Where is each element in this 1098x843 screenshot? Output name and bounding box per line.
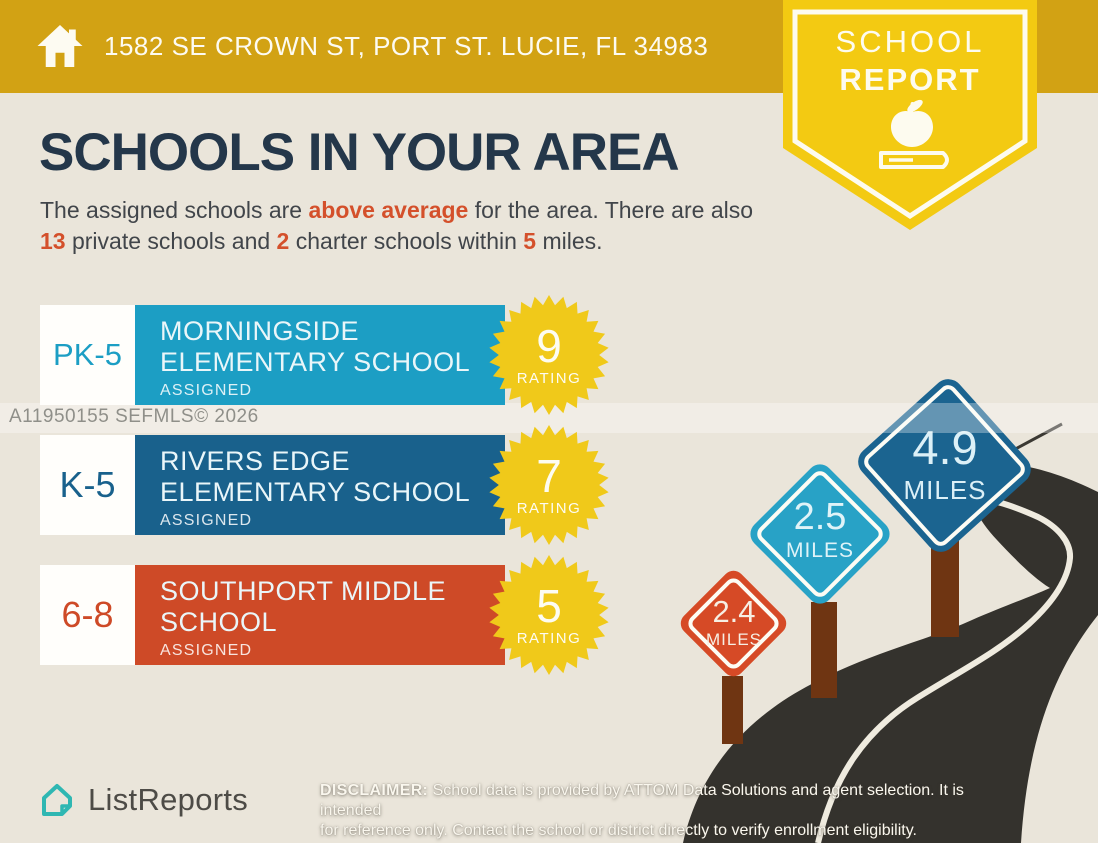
school-bar: SOUTHPORT MIDDLE SCHOOL ASSIGNED xyxy=(135,565,505,665)
rating-label: RATING xyxy=(516,629,582,647)
grade-range: 6-8 xyxy=(61,594,114,635)
school-bar: RIVERS EDGE ELEMENTARY SCHOOL ASSIGNED xyxy=(135,435,505,535)
ribbon-line1: SCHOOL xyxy=(835,24,985,59)
disclaimer-label: DISCLAIMER: xyxy=(320,782,429,799)
listreports-brand-name: ListReports xyxy=(88,782,249,817)
grade-box: K-5 xyxy=(40,435,135,535)
rating-starburst: 7 RATING xyxy=(488,424,610,546)
school-row-morningside: PK-5 MORNINGSIDE ELEMENTARY SCHOOL ASSIGN… xyxy=(40,294,610,416)
rating-text: 9 RATING xyxy=(488,294,610,416)
rating-value: 5 xyxy=(536,579,562,632)
distance-value: 2.4 xyxy=(712,594,756,629)
rating-label: RATING xyxy=(516,369,582,387)
ribbon-title: SCHOOL REPORT xyxy=(783,24,1037,98)
school-row-rivers-edge: K-5 RIVERS EDGE ELEMENTARY SCHOOL ASSIGNE… xyxy=(40,424,610,546)
sign-post-orange xyxy=(722,676,743,744)
summary-text: The assigned schools are above average f… xyxy=(40,197,754,254)
rating-starburst: 5 RATING xyxy=(488,554,610,676)
listreports-brand: ListReports xyxy=(36,779,248,821)
distance-unit: MILES xyxy=(785,539,855,562)
distance-unit: MILES xyxy=(705,630,763,649)
property-address: 1582 SE CROWN ST, PORT ST. LUCIE, FL 349… xyxy=(104,31,709,61)
listreports-logo-icon xyxy=(42,784,72,816)
highlight-charter-count: 2 xyxy=(276,228,290,254)
distance-sign-teal-text: 2.5 MILES xyxy=(740,496,900,563)
rating-starburst: 9 RATING xyxy=(488,294,610,416)
school-name: MORNINGSIDE ELEMENTARY SCHOOL xyxy=(160,316,471,377)
grade-range: K-5 xyxy=(59,464,116,505)
grade-range: PK-5 xyxy=(53,337,122,372)
school-bar: MORNINGSIDE ELEMENTARY SCHOOL ASSIGNED xyxy=(135,305,505,405)
school-name: RIVERS EDGE ELEMENTARY SCHOOL xyxy=(160,446,471,507)
assigned-label: ASSIGNED xyxy=(160,642,253,659)
grade-box: 6-8 xyxy=(40,565,135,665)
highlight-miles: 5 xyxy=(523,228,537,254)
distance-sign-orange-text: 2.4 MILES xyxy=(654,594,814,650)
highlight-above-average: above average xyxy=(308,197,469,223)
rating-text: 7 RATING xyxy=(488,424,610,546)
assigned-label: ASSIGNED xyxy=(160,382,253,399)
apple-on-book-icon xyxy=(879,99,949,169)
distance-value: 2.5 xyxy=(793,496,847,538)
rating-value: 7 xyxy=(536,449,562,502)
rating-text: 5 RATING xyxy=(488,554,610,676)
assigned-label: ASSIGNED xyxy=(160,512,253,529)
distance-value: 4.9 xyxy=(912,421,978,474)
sign-post-teal xyxy=(811,602,837,698)
ribbon-line2: REPORT xyxy=(839,62,981,97)
distance-unit: MILES xyxy=(903,475,987,505)
school-name: SOUTHPORT MIDDLE SCHOOL xyxy=(160,576,447,637)
page-title: SCHOOLS IN YOUR AREA xyxy=(39,123,680,182)
rating-value: 9 xyxy=(536,319,562,372)
highlight-private-count: 13 xyxy=(40,228,66,254)
home-icon xyxy=(37,25,83,67)
grade-box: PK-5 xyxy=(40,305,135,405)
disclaimer-text: DISCLAIMER: School data is provided by A… xyxy=(320,782,964,839)
distance-sign-blue-text: 4.9 MILES xyxy=(865,420,1025,506)
mls-watermark-text: A11950155 SEFMLS© 2026 xyxy=(9,406,259,427)
school-row-southport: 6-8 SOUTHPORT MIDDLE SCHOOL ASSIGNED 5 RA… xyxy=(40,554,610,676)
rating-label: RATING xyxy=(516,499,582,517)
